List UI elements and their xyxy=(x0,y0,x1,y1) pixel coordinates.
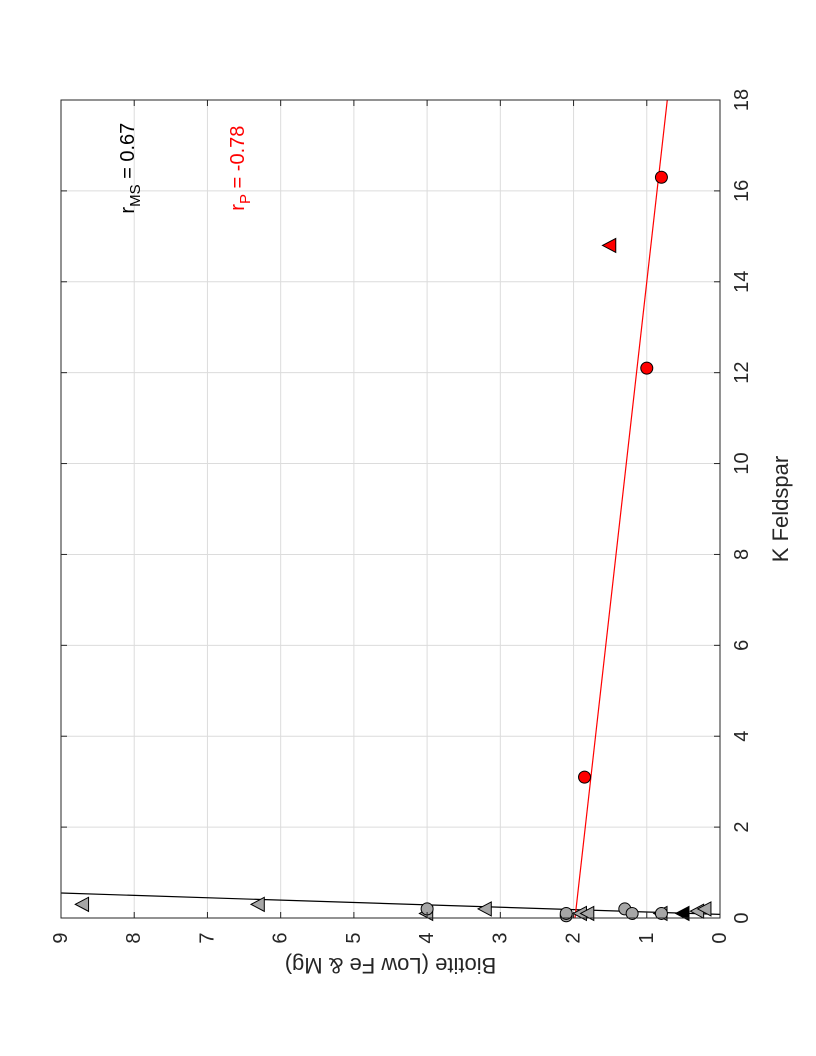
y-tick-label: 0 xyxy=(709,932,731,943)
plot-frame xyxy=(60,99,721,919)
data-point-triangle xyxy=(74,896,90,913)
annotation-value: = 0.67 xyxy=(117,123,139,185)
x-tick-label: 0 xyxy=(731,912,753,923)
fit-lines xyxy=(60,99,721,919)
data-point-triangle xyxy=(601,237,617,254)
x-tick-label: 10 xyxy=(731,452,753,474)
correlation-annotation: rP = -0.78 xyxy=(227,126,254,211)
x-tick-label: 8 xyxy=(731,549,753,560)
y-tick-label: 1 xyxy=(636,932,658,943)
annotation-base: r xyxy=(227,204,249,211)
data-point-circle xyxy=(559,906,573,920)
data-point-circle xyxy=(654,170,668,184)
annotation-subscript: P xyxy=(237,194,254,204)
y-axis-label: Biotite (Low Fe & Mg) xyxy=(285,953,497,978)
x-axis-label: K Feldspar xyxy=(768,456,793,562)
annotation-base: r xyxy=(117,207,139,214)
y-tick-label: 7 xyxy=(196,932,218,943)
x-tick-label: 12 xyxy=(731,362,753,384)
annotation-subscript: MS xyxy=(127,184,144,207)
y-tick-label: 4 xyxy=(416,932,438,943)
plot-background xyxy=(61,100,720,918)
x-tick-label: 16 xyxy=(731,180,753,202)
data-point-circle xyxy=(625,906,639,920)
annotation-value: = -0.78 xyxy=(227,126,249,194)
ticks xyxy=(60,99,721,919)
data-point-triangle xyxy=(696,901,712,917)
y-tick-label: 9 xyxy=(50,932,72,943)
data-markers xyxy=(74,170,712,923)
y-tick-label: 8 xyxy=(123,932,145,943)
fit-line-ms xyxy=(60,892,721,915)
plot-area xyxy=(60,99,721,923)
data-point-triangle xyxy=(476,901,492,917)
x-tick-label: 14 xyxy=(731,271,753,293)
data-point-triangle xyxy=(674,905,690,922)
correlation-annotation: rMS = 0.67 xyxy=(117,123,144,214)
y-tick-label: 5 xyxy=(343,932,365,943)
data-point-circle xyxy=(654,906,668,920)
x-tick-label: 4 xyxy=(731,731,753,742)
x-tick-label: 2 xyxy=(731,822,753,833)
data-point-triangle xyxy=(579,905,595,922)
x-tick-label: 18 xyxy=(731,89,753,111)
data-point-circle xyxy=(578,770,592,784)
y-tick-label: 6 xyxy=(270,932,292,943)
y-tick-label: 2 xyxy=(563,932,585,943)
x-tick-label: 6 xyxy=(731,640,753,651)
data-point-circle xyxy=(640,361,654,375)
data-point-triangle xyxy=(249,896,265,913)
fit-line-p xyxy=(574,99,668,919)
y-tick-label: 3 xyxy=(489,932,511,943)
